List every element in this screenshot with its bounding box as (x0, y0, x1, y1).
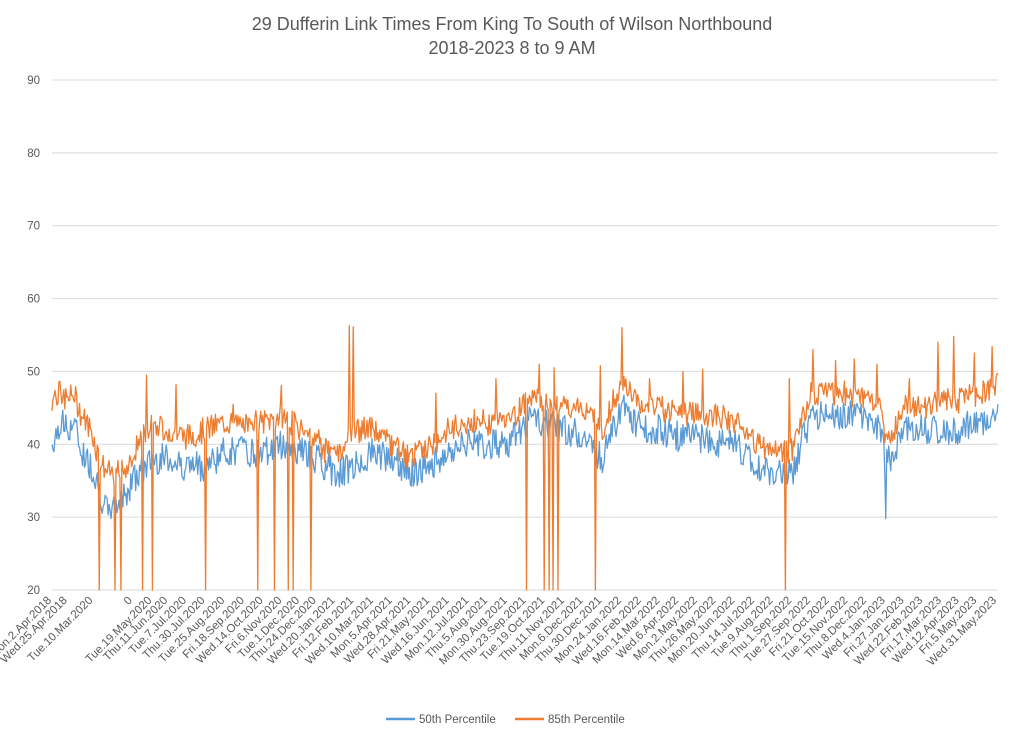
y-tick-label: 80 (27, 148, 40, 160)
series-line-50th-percentile (51, 394, 999, 520)
gridlines (52, 79, 998, 591)
y-tick-label: 40 (27, 439, 40, 451)
legend: 50th Percentile 85th Percentile (386, 714, 625, 726)
y-tick-label: 30 (27, 512, 40, 524)
y-axis: 20 30 40 50 60 70 80 90 (27, 75, 40, 597)
y-tick-label: 90 (27, 75, 40, 87)
legend-label: 85th Percentile (548, 714, 625, 726)
series-line-85th-percentile (51, 324, 999, 591)
chart-subtitle: 2018-2023 8 to 9 AM (428, 38, 596, 58)
x-axis: Mon.2.Apr.2018Wed.25.Apr.2018Tue.10.Mar.… (0, 595, 999, 669)
y-tick-label: 20 (27, 585, 40, 597)
chart-title: 29 Dufferin Link Times From King To Sout… (251, 14, 773, 34)
x-tick-label: 0 (122, 595, 135, 608)
y-tick-label: 70 (27, 221, 40, 233)
legend-label: 50th Percentile (419, 714, 496, 726)
series-lines (51, 324, 999, 591)
y-tick-label: 60 (27, 294, 40, 306)
y-tick-label: 50 (27, 366, 40, 378)
